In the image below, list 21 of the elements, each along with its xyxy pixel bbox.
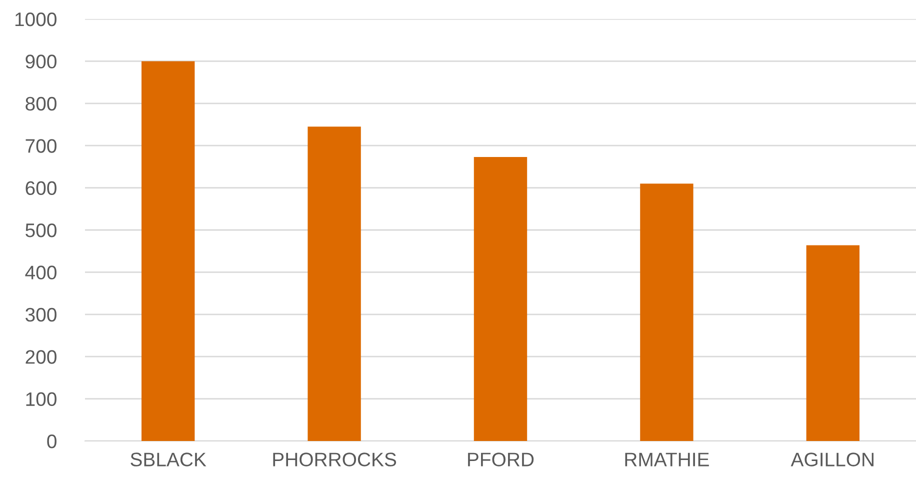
x-tick-label: PHORROCKS xyxy=(273,452,396,466)
bar xyxy=(474,156,528,441)
y-tick-label: 600 xyxy=(26,181,56,196)
y-tick-label: 1000 xyxy=(15,12,56,26)
bar xyxy=(308,126,361,441)
y-tick-label: 200 xyxy=(26,350,56,364)
x-tick-label: PFORD xyxy=(468,452,534,466)
y-tick-label: 400 xyxy=(25,266,56,280)
y-tick-label: 800 xyxy=(26,96,56,111)
x-tick-label: SBLACK xyxy=(130,452,206,466)
y-tick-label: 0 xyxy=(47,434,56,448)
y-tick-label: 900 xyxy=(26,54,56,68)
y-tick-label: 500 xyxy=(26,223,56,238)
bar xyxy=(806,245,860,441)
bar xyxy=(142,61,195,441)
bar xyxy=(640,184,694,441)
x-tick-label: AGILLON xyxy=(790,452,874,466)
y-tick-label: 700 xyxy=(26,139,56,153)
y-tick-label: 100 xyxy=(26,392,56,406)
x-tick-label: RMATHIE xyxy=(625,452,709,466)
y-tick-label: 300 xyxy=(26,308,56,322)
